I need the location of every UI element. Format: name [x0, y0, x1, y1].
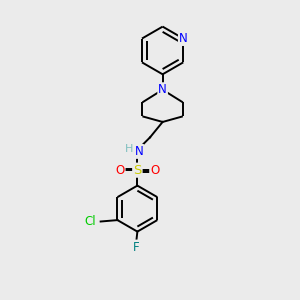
- Text: O: O: [116, 164, 124, 177]
- Text: N: N: [179, 32, 188, 45]
- Text: F: F: [133, 241, 139, 254]
- Text: S: S: [133, 164, 142, 177]
- Text: O: O: [150, 164, 159, 177]
- Text: N: N: [158, 83, 167, 96]
- Text: Cl: Cl: [84, 215, 96, 228]
- Text: H: H: [125, 144, 134, 154]
- Text: N: N: [134, 145, 143, 158]
